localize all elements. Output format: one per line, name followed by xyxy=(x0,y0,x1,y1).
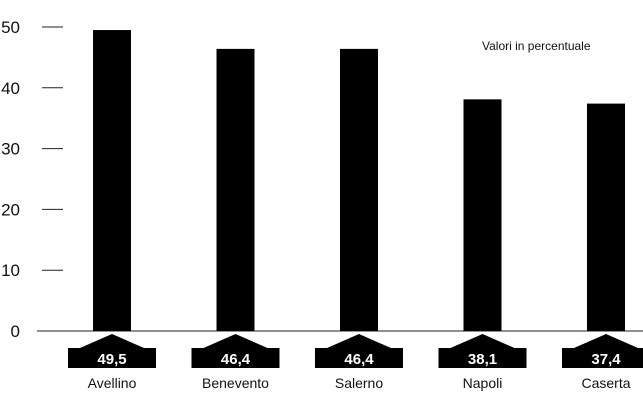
bars xyxy=(93,30,625,332)
y-tick-label: 50 xyxy=(1,18,20,37)
y-tick-label: 0 xyxy=(11,322,20,341)
value-label: 38,1 xyxy=(468,351,497,368)
value-badge xyxy=(562,334,643,368)
value-badge xyxy=(438,334,527,368)
category-label: Caserta xyxy=(581,375,630,391)
bar-salerno xyxy=(340,48,378,331)
category-label: Napoli xyxy=(463,375,503,391)
value-badge xyxy=(191,334,280,368)
value-badges: 49,5 46,4 46,4 38,1 37,4 xyxy=(68,334,643,368)
value-badge xyxy=(68,334,156,368)
bar-napoli xyxy=(463,99,502,332)
y-tick-label: 10 xyxy=(1,261,20,280)
value-badge xyxy=(315,334,403,368)
bar-avellino xyxy=(93,30,131,331)
y-tick-label: 20 xyxy=(1,200,20,219)
value-label: 46,4 xyxy=(344,351,374,368)
bar-benevento xyxy=(216,48,255,331)
category-label: Benevento xyxy=(202,375,269,391)
y-axis: 0 10 20 30 40 50 xyxy=(1,18,63,341)
y-tick-label: 40 xyxy=(1,79,20,98)
category-labels: Avellino Benevento Salerno Napoli Caserta xyxy=(88,375,631,391)
value-label: 46,4 xyxy=(221,351,251,368)
y-tick-label: 30 xyxy=(1,140,20,159)
value-label: 37,4 xyxy=(591,351,621,368)
category-label: Avellino xyxy=(88,375,137,391)
units-note: Valori in percentuale xyxy=(482,39,591,53)
bar-caserta xyxy=(587,103,625,331)
value-label: 49,5 xyxy=(97,351,126,368)
category-label: Salerno xyxy=(335,375,383,391)
